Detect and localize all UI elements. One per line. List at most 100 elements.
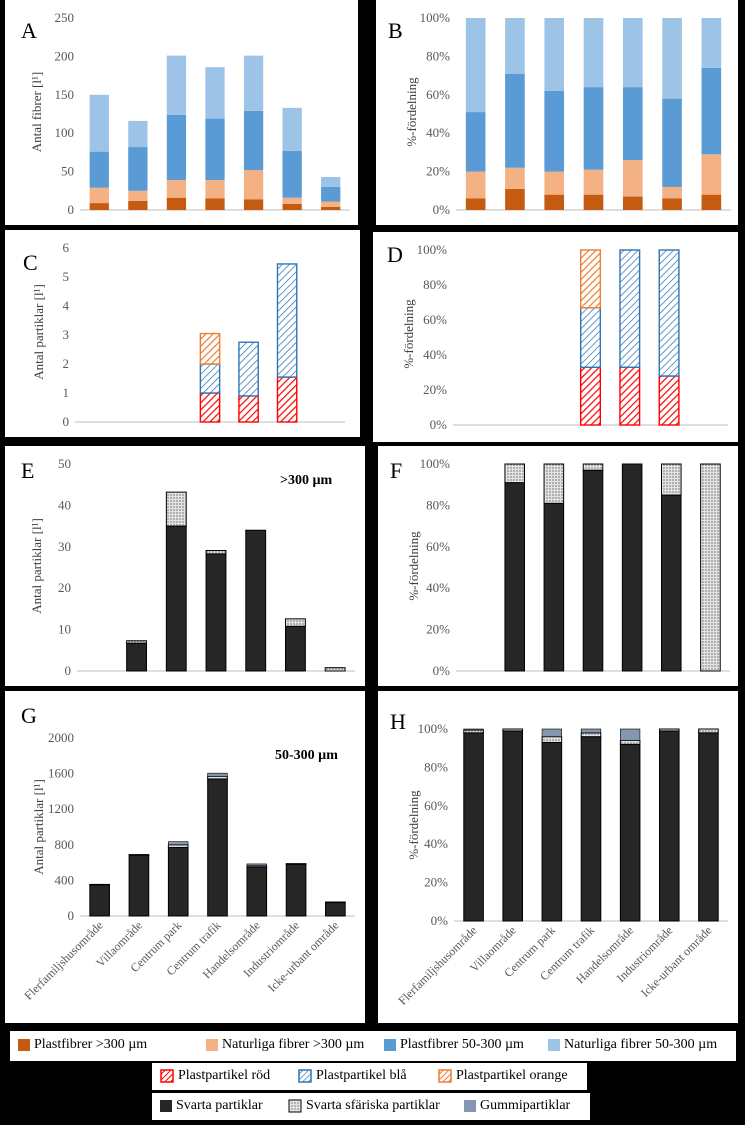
bar-segment bbox=[285, 625, 306, 672]
bar-segment bbox=[245, 529, 267, 672]
legend-label: Svarta sfäriska partiklar bbox=[306, 1098, 440, 1113]
bar-segment bbox=[543, 463, 565, 504]
y-tick-label: 0% bbox=[431, 913, 449, 928]
y-tick-label: 60% bbox=[424, 798, 448, 813]
bar-segment bbox=[619, 249, 641, 368]
bar-segment bbox=[325, 901, 346, 917]
y-tick-label: 5 bbox=[63, 269, 70, 284]
panel-f: F 0% 20% 40% 60% 80% 100% %-fördelning bbox=[378, 446, 738, 686]
y-tick-label: 200 bbox=[55, 48, 75, 63]
bar-segment bbox=[541, 736, 563, 743]
y-tick-label: 400 bbox=[55, 872, 75, 887]
bar-segment bbox=[243, 110, 264, 171]
legend-label: Svarta partiklar bbox=[176, 1098, 263, 1113]
legend-label: Plastpartikel blå bbox=[316, 1068, 407, 1083]
y-tick-label: 20% bbox=[426, 164, 450, 179]
panel-a: A 0 50 100 150 200 250 Antal fibrer [l¹] bbox=[5, 0, 358, 225]
y-axis-label: Antal partiklar [l¹] bbox=[29, 518, 44, 614]
y-tick-label: 800 bbox=[55, 837, 75, 852]
legend-swatch-black bbox=[160, 1100, 172, 1112]
y-tick-label: 40 bbox=[58, 497, 71, 512]
bar-segment bbox=[505, 188, 525, 210]
y-axis-label: %-fördelning bbox=[401, 299, 416, 369]
panel-letter-a: A bbox=[21, 18, 37, 43]
bar-segment bbox=[698, 732, 719, 922]
bar-segment bbox=[619, 743, 641, 922]
legend-black: Svarta partiklar Svarta sfäriska partikl… bbox=[152, 1093, 590, 1120]
bar-segment bbox=[505, 18, 525, 74]
bar-segment bbox=[583, 169, 604, 195]
bar-segment bbox=[505, 73, 525, 168]
y-tick-label: 100% bbox=[417, 242, 448, 257]
bar-segment bbox=[205, 180, 225, 199]
y-tick-label: 0 bbox=[63, 414, 70, 429]
bar-segment bbox=[463, 728, 484, 731]
bar-segment bbox=[166, 55, 187, 115]
legend-fibers: Plastfibrer >300 µm Naturliga fibrer >30… bbox=[10, 1031, 736, 1061]
bar-segment bbox=[168, 841, 189, 846]
y-axis-label: Antal partiklar [l¹] bbox=[31, 284, 46, 380]
y-tick-label: 50 bbox=[58, 456, 71, 471]
legend-swatch-orange bbox=[438, 1069, 452, 1083]
bar-segment bbox=[619, 740, 641, 745]
bar-segment bbox=[465, 198, 486, 210]
bar-segment bbox=[544, 171, 565, 195]
bar-segment bbox=[165, 525, 187, 672]
bar-segment bbox=[285, 863, 307, 917]
y-tick-label: 100% bbox=[420, 456, 451, 471]
y-tick-label: 3 bbox=[63, 327, 70, 342]
bar-segment bbox=[579, 307, 602, 368]
y-tick-label: 50 bbox=[61, 164, 74, 179]
bar-segment bbox=[658, 375, 680, 426]
bar-segment bbox=[89, 94, 109, 152]
bar-segment bbox=[662, 186, 682, 199]
panel-c: C 0 1 2 3 4 5 6 Antal partiklar [l¹] bbox=[5, 230, 360, 437]
bar-segment bbox=[662, 98, 682, 187]
bar-segment bbox=[701, 67, 722, 155]
panel-letter-b: B bbox=[388, 18, 403, 43]
bar-segment bbox=[205, 198, 225, 210]
y-tick-label: 1 bbox=[63, 385, 70, 400]
y-tick-label: 80% bbox=[423, 277, 447, 292]
bar-segment bbox=[659, 730, 680, 922]
y-tick-label: 6 bbox=[63, 240, 70, 255]
bar-segment bbox=[701, 194, 722, 210]
y-tick-label: 100% bbox=[420, 10, 451, 25]
bar-segment bbox=[622, 160, 643, 197]
legend-swatch-natural-fibers-large bbox=[206, 1039, 218, 1051]
y-tick-label: 10 bbox=[58, 622, 71, 637]
bar-segment bbox=[579, 366, 602, 426]
y-tick-label: 20% bbox=[426, 622, 450, 637]
bar-segment bbox=[580, 732, 602, 738]
bar-segment bbox=[285, 863, 307, 865]
legend-swatch-plastic-fibers-large bbox=[18, 1039, 30, 1051]
bar-segment bbox=[89, 883, 110, 886]
bar-segment bbox=[128, 120, 148, 148]
bar-segment bbox=[282, 107, 302, 151]
bar-segment bbox=[502, 730, 524, 922]
chart-h: 0%20%40%60%80%100%%-fördelningFlerfamilj… bbox=[395, 721, 728, 1008]
chart-d: 0% 20% 40% 60% 80% 100% %-fördelning bbox=[401, 242, 728, 432]
bar-segment bbox=[321, 206, 341, 210]
bar-segment bbox=[619, 366, 641, 426]
bar-segment bbox=[463, 732, 484, 922]
bar-segment bbox=[321, 186, 341, 202]
y-tick-label: 1200 bbox=[48, 801, 74, 816]
bar-segment bbox=[661, 463, 682, 496]
y-axis-label: %-fördelning bbox=[404, 77, 419, 147]
bar-segment bbox=[243, 170, 264, 200]
bar-segment bbox=[325, 901, 346, 904]
bar-segment bbox=[89, 203, 109, 210]
bar-segment bbox=[199, 332, 221, 365]
bar-segment bbox=[246, 866, 268, 917]
legend-item-orange: Plastpartikel orange bbox=[438, 1068, 568, 1084]
bar-segment bbox=[544, 18, 565, 91]
legend-swatch-sphere bbox=[288, 1099, 302, 1113]
legend-label: Gummipartiklar bbox=[480, 1098, 571, 1113]
bar-segment bbox=[583, 87, 604, 170]
y-tick-label: 30 bbox=[58, 539, 71, 554]
bar-segment bbox=[701, 18, 722, 68]
bar-segment bbox=[582, 469, 604, 672]
legend-plastics: Plastpartikel röd Plastpartikel blå Plas… bbox=[152, 1063, 587, 1090]
y-tick-label: 150 bbox=[55, 87, 75, 102]
